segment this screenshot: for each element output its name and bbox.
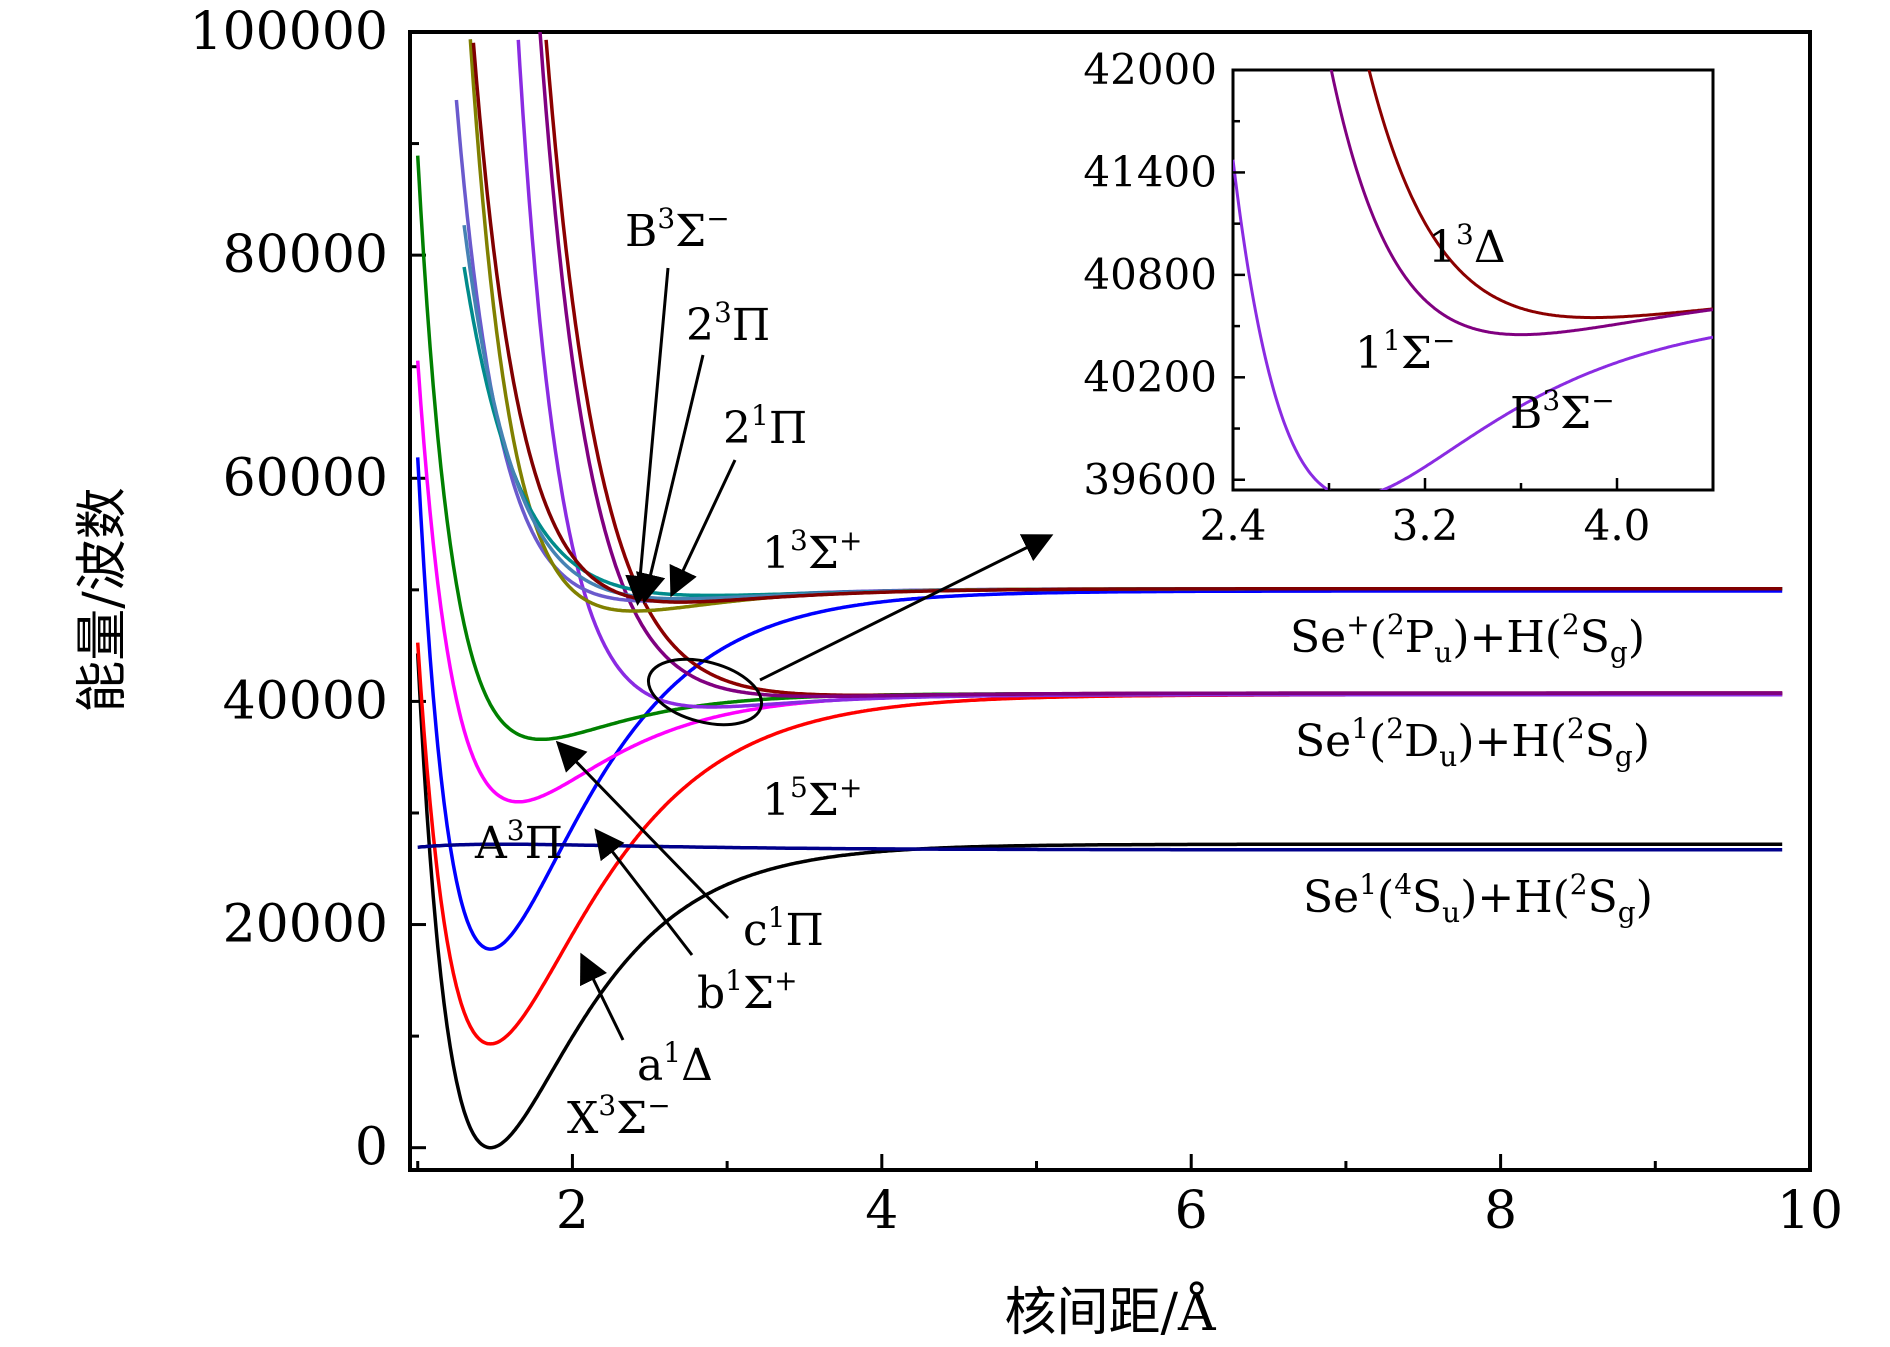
arrow-a1delta [580,952,625,1041]
inset-y-tick-label: 41400 [1083,147,1217,196]
inset-curves [1233,70,1713,490]
inset-x-tick-label: 2.4 [1200,501,1267,550]
arrow-c1pi [555,740,730,920]
main-plot-frame [408,30,1812,1172]
x-tick-label: 4 [865,1181,898,1241]
inset-frame [1231,68,1715,492]
label-23pi: 23Π [686,296,770,351]
y-tick-label: 60000 [223,448,388,508]
x-tick-label: 8 [1484,1181,1517,1241]
label-c1pi: c1Π [743,901,824,956]
inset-curve-0 [1367,70,1713,320]
inset-x-tick-label: 4.0 [1584,501,1651,550]
y-tick-label: 20000 [223,895,388,955]
arrow-b1sigma [594,828,694,956]
arrow-21pi [669,459,737,598]
inset-axis-ticks: 2.4 3.2 4.0 39600 40200 40800 41400 42000 [1083,45,1715,550]
label-15sigma-plus: 15Σ+ [762,771,862,826]
crossing-region-ellipse [646,657,764,727]
arrow-b3sigma [625,267,670,606]
inset-y-tick-label: 42000 [1083,45,1217,94]
y-tick-label: 80000 [223,225,388,285]
y-axis-title: 能量/波数 [73,487,133,713]
asymptote-label-se-plus-2p: Se+(2Pu)+H(2Sg) [1290,608,1645,669]
label-b3sigma-minus: B3Σ− [625,202,730,257]
label-13sigma-plus: 13Σ+ [762,524,862,579]
crossing-to-inset-arrow [759,534,1054,682]
label-b1sigma-plus: b1Σ+ [697,964,798,1019]
asymptote-label-se-2d: Se1(2Du)+H(2Sg) [1295,712,1650,773]
x-axis-title: 核间距/Å [1004,1281,1217,1343]
main-curves [415,32,1783,1150]
arrow-23pi [635,354,705,604]
x-tick-label: 2 [556,1181,589,1241]
inset-y-tick-label: 39600 [1083,455,1217,504]
y-tick-label: 40000 [223,671,388,731]
label-a3pi: A3Π [474,814,563,869]
label-x3sigma-minus: X3Σ− [567,1089,671,1144]
inset-curve-1 [1329,70,1713,337]
y-tick-label: 100000 [189,2,388,62]
inset-y-tick-label: 40800 [1083,250,1217,299]
inset-label-13delta: 13Δ [1428,218,1506,273]
inset-label-b3sigma-minus: B3Σ− [1510,384,1615,439]
curve-0 [415,653,1783,1150]
curve-13 [471,42,1783,604]
x-tick-label: 6 [1175,1181,1208,1241]
asymptote-label-se-4s: Se1(4Su)+H(2Sg) [1303,868,1653,929]
inset-curve-2 [1233,159,1713,490]
main-axis-ticks: 2 4 6 8 10 0 20000 40000 60000 80000 100000 [189,2,1843,1241]
curve-8 [538,32,1783,699]
inset-label-11sigma-minus: 11Σ− [1355,324,1455,379]
inset-y-tick-label: 40200 [1083,352,1217,401]
label-21pi: 21Π [723,399,807,454]
label-a1delta: a1Δ [637,1036,713,1091]
x-tick-label: 10 [1777,1181,1843,1241]
curve-5 [417,842,1783,852]
y-tick-label: 0 [355,1118,388,1178]
inset-x-tick-label: 3.2 [1392,501,1459,550]
